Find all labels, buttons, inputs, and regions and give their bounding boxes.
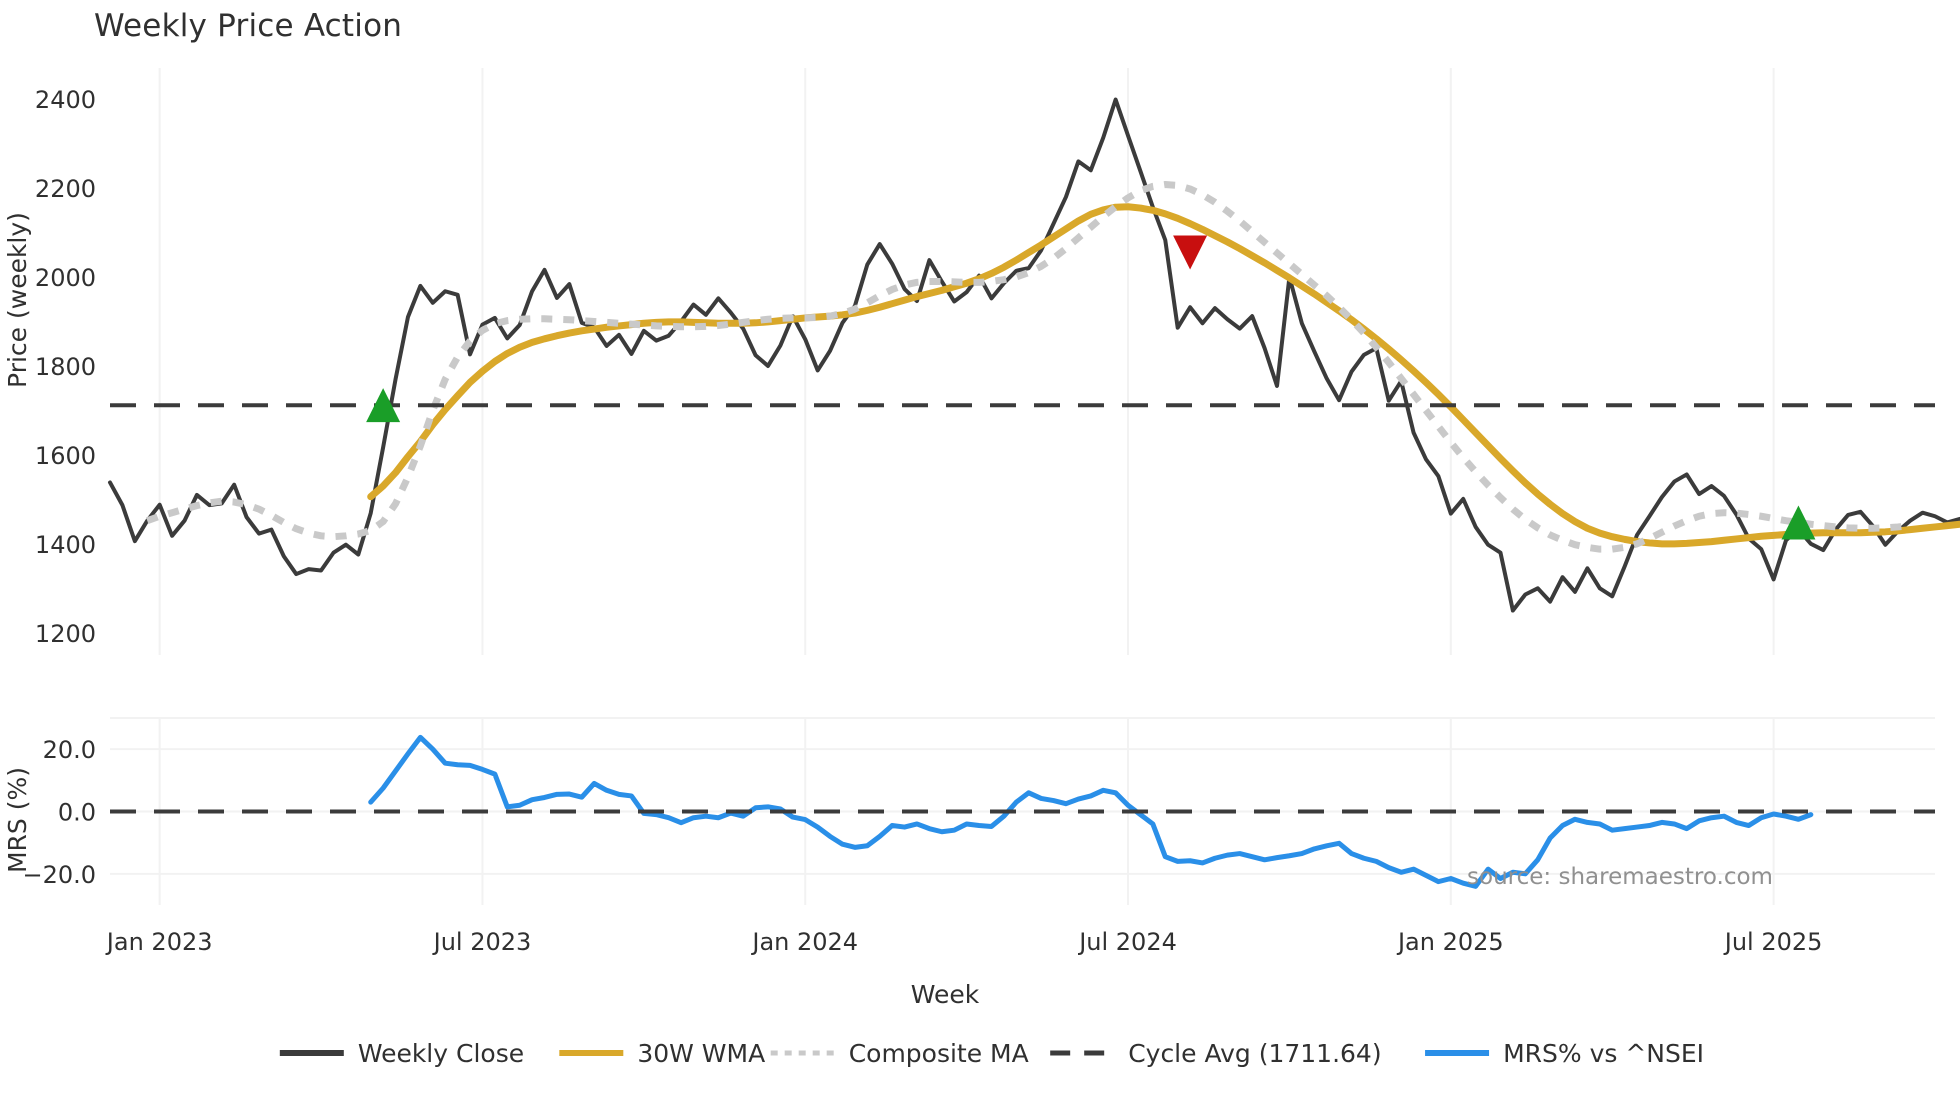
x-tick-label: Jan 2023	[105, 928, 213, 956]
price-y-axis-label: Price (weekly)	[3, 212, 32, 388]
mrs-plot-area	[110, 734, 1935, 889]
legend-label[interactable]: Cycle Avg (1711.64)	[1128, 1039, 1381, 1068]
legend-label[interactable]: MRS% vs ^NSEI	[1503, 1039, 1704, 1068]
buy-signal-marker[interactable]	[366, 388, 401, 423]
price-y-tick-label: 1600	[35, 442, 96, 470]
series-mrs-pct	[368, 734, 1814, 889]
series-composite-ma	[146, 181, 1911, 553]
legend-label[interactable]: Composite MA	[849, 1039, 1029, 1068]
buy-signal-marker[interactable]	[1781, 505, 1816, 540]
x-tick-label: Jan 2024	[750, 928, 858, 956]
price-y-tick-label: 1200	[35, 620, 96, 648]
x-axis-label: Week	[911, 980, 980, 1009]
mrs-y-tick-label: −20.0	[22, 861, 96, 889]
chart-title: Weekly Price Action	[94, 8, 403, 44]
legend-label[interactable]: 30W WMA	[637, 1039, 765, 1068]
x-tick-label: Jan 2025	[1396, 928, 1504, 956]
price-plot-area	[108, 97, 1960, 613]
price-y-tick-label: 2200	[35, 175, 96, 203]
price-y-tick-label: 2000	[35, 264, 96, 292]
mrs-y-axis-label: MRS (%)	[3, 767, 32, 873]
x-tick-label: Jul 2023	[432, 928, 532, 956]
axis-text-layer: 1200 1400 1600 1800 2000 2200 2400 −20.0 0.0 20.0…	[22, 86, 1822, 956]
mrs-y-tick-label: 0.0	[58, 799, 96, 827]
signal-markers	[366, 235, 1816, 540]
sell-signal-marker[interactable]	[1173, 235, 1208, 270]
legend-label[interactable]: Weekly Close	[358, 1039, 524, 1068]
chart-legend: Weekly Close 30W WMA Composite MA Cycle Avg…	[279, 1039, 1704, 1068]
price-y-tick-label: 1800	[35, 353, 96, 381]
price-y-tick-label: 1400	[35, 531, 96, 559]
mrs-y-tick-label: 20.0	[43, 736, 96, 764]
source-watermark: source: sharemaestro.com	[1467, 864, 1773, 890]
x-tick-label: Jul 2024	[1077, 928, 1177, 956]
series-weekly-close	[108, 97, 1960, 613]
price-y-tick-label: 2400	[35, 86, 96, 114]
x-tick-label: Jul 2025	[1723, 928, 1823, 956]
